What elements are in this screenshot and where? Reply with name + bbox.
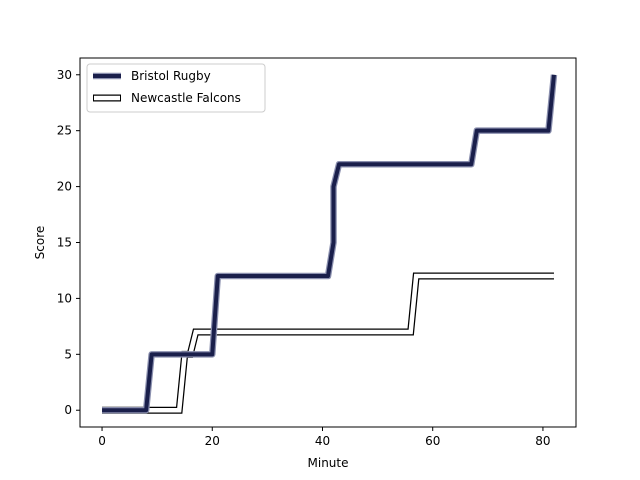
- x-axis-label: Minute: [308, 456, 349, 470]
- y-tick-label: 25: [57, 124, 72, 138]
- legend-label: Newcastle Falcons: [131, 91, 241, 105]
- x-tick-label: 0: [98, 434, 106, 448]
- legend-box: [86, 63, 266, 113]
- y-tick-label: 5: [64, 347, 72, 361]
- y-tick-label: 15: [57, 236, 72, 250]
- legend: Bristol Rugby Newcastle Falcons: [86, 63, 266, 113]
- x-tick-label: 60: [425, 434, 440, 448]
- y-tick-label: 30: [57, 68, 72, 82]
- series-1-line: [102, 273, 554, 413]
- y-tick-label: 20: [57, 180, 72, 194]
- x-tick-label: 40: [315, 434, 330, 448]
- y-tick-label: 0: [64, 403, 72, 417]
- series-layer: [102, 74, 558, 414]
- x-tick-label: 80: [535, 434, 550, 448]
- y-tick-label: 10: [57, 291, 72, 305]
- legend-label: Bristol Rugby: [131, 69, 211, 83]
- y-axis-label: Score: [33, 226, 47, 260]
- x-tick-label: 20: [205, 434, 220, 448]
- y-axis-ticks: 0 5 10 15 20 25 30: [57, 68, 80, 417]
- x-axis-ticks: 0 20 40 60 80: [98, 427, 551, 448]
- series-0-line: [102, 74, 556, 413]
